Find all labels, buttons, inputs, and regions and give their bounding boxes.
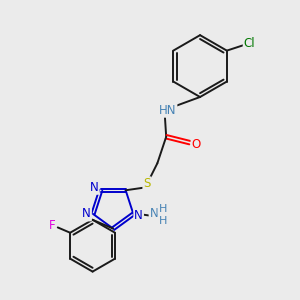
- Text: N: N: [150, 207, 158, 220]
- Text: S: S: [143, 177, 151, 190]
- Text: Cl: Cl: [244, 38, 255, 50]
- Text: N: N: [90, 181, 99, 194]
- Text: H: H: [159, 204, 167, 214]
- Text: F: F: [49, 219, 55, 232]
- Text: HN: HN: [159, 104, 176, 117]
- Text: N: N: [134, 209, 143, 222]
- Text: H: H: [159, 216, 167, 226]
- Text: O: O: [192, 139, 201, 152]
- Text: N: N: [82, 208, 91, 220]
